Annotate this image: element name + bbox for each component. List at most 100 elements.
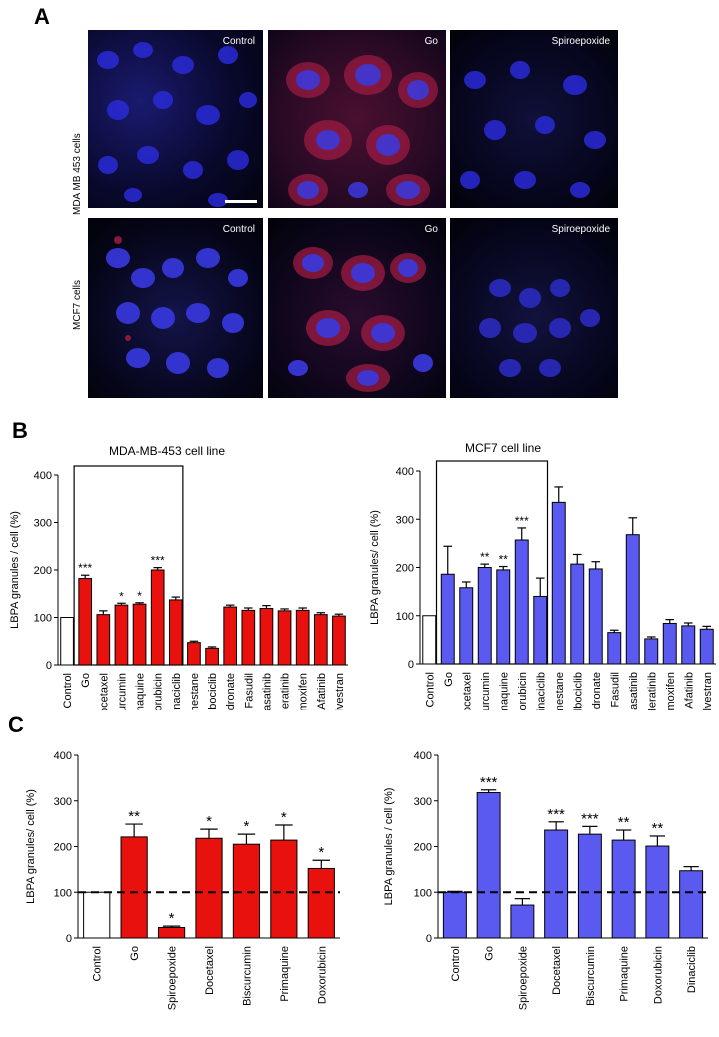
row-label-mcf7: MCF7 cells (72, 279, 83, 330)
significance-label: *** (151, 554, 165, 568)
micrograph-mda-control: Control (88, 30, 263, 208)
micrograph-mcf7-go: Go (268, 218, 446, 398)
x-tick-label: Biscurcumin (480, 672, 492, 710)
bar (644, 638, 659, 665)
micrograph-mcf7-control: Control (88, 218, 263, 398)
x-tick-label: Primaquine (498, 672, 510, 710)
significance-label: * (318, 844, 324, 861)
significance-label: * (281, 809, 287, 826)
significance-label: ** (480, 550, 490, 564)
x-tick-label: Doxorubicin (316, 946, 328, 1004)
x-tick-label: Spiroepoxide (167, 946, 179, 1010)
micrograph-label: Spiroepoxide (551, 224, 610, 235)
bar (114, 604, 129, 666)
bar (332, 615, 346, 666)
x-tick-label: Primaquine (279, 946, 291, 1002)
x-tick-label: Doxorubicin (517, 672, 529, 710)
x-tick-label: Go (484, 946, 496, 961)
bar (195, 837, 223, 939)
significance-label: *** (78, 561, 92, 575)
chart-title: MCF7 cell line (465, 441, 541, 455)
x-tick-label: Biscurcumin (116, 673, 128, 710)
significance-label: *** (581, 810, 599, 827)
y-tick-label: 100 (396, 611, 414, 623)
y-tick-label: 200 (414, 842, 432, 854)
micrograph-label: Go (424, 224, 438, 235)
bar (96, 614, 111, 666)
bar (514, 539, 529, 665)
x-tick-label: Neratinib (280, 673, 292, 710)
x-tick-label: Docetaxel (204, 946, 216, 995)
y-axis-label: LBPA granules / cell (%) (9, 511, 21, 629)
x-tick-label: Alendronate (225, 673, 237, 710)
x-tick-label: Exemestane (554, 672, 566, 710)
x-tick-label: Go (129, 946, 141, 961)
significance-label: ** (128, 808, 140, 825)
bar (270, 839, 298, 939)
significance-label: *** (515, 514, 529, 528)
x-tick-label: Neratinib (646, 672, 658, 710)
x-tick-label: Fasudil (243, 673, 255, 708)
x-tick-label: Fasudil (609, 672, 621, 707)
bar (570, 563, 585, 665)
bar (277, 610, 292, 666)
y-tick-label: 400 (34, 470, 52, 482)
chart-title: MDA-MB-453 cell line (109, 444, 225, 458)
x-tick-label: Dinaciclib (171, 673, 183, 710)
bar (459, 587, 474, 665)
chart-b-left: MDA-MB-453 cell line 0 100 200 300 400 LBPA gr… (9, 444, 348, 710)
chart-c-right: 0 100 200 300 400 LBPA granules / cell (%) Con… (383, 750, 708, 1010)
bar (232, 843, 261, 939)
bar (168, 599, 183, 666)
y-tick-label: 0 (408, 659, 414, 671)
x-tick-label: Docetaxel (98, 673, 110, 710)
x-tick-label: Palbociclib (572, 672, 584, 710)
micrograph-mda-control-cells (97, 42, 257, 207)
significance-label: ** (499, 553, 509, 567)
micrograph-label: Go (424, 36, 438, 47)
x-tick-label: Dinaciclib (686, 946, 698, 993)
micrograph-mda-spiroepoxide: Spiroepoxide (450, 30, 618, 208)
bar (477, 567, 492, 665)
y-tick-label: 400 (396, 466, 414, 478)
x-tick-label: Control (450, 946, 462, 981)
bar (588, 568, 603, 665)
bar (611, 839, 636, 939)
x-tick-label: Alendronate (591, 672, 603, 710)
bar (295, 609, 310, 666)
bar (476, 792, 501, 939)
bar (442, 891, 467, 939)
x-tick-label: Control (92, 946, 104, 981)
x-tick-label: Tamoxifen (665, 672, 677, 710)
x-tick-label: Primaquine (135, 673, 147, 710)
micrograph-mcf7-spiroepoxide: Spiroepoxide (450, 218, 618, 398)
x-tick-label: Control (62, 673, 74, 708)
y-axis-label: LBPA granules / cell (%) (383, 788, 395, 906)
bar (120, 836, 148, 939)
x-tick-label: Fulvestran (334, 673, 346, 710)
y-tick-label: 0 (46, 660, 52, 672)
micrograph-label: Spiroepoxide (551, 36, 610, 47)
micrograph-mda-spiroepoxide-cells (460, 61, 606, 198)
significance-label: * (244, 818, 250, 835)
significance-label: *** (547, 806, 565, 823)
bar (551, 501, 566, 665)
significance-label: * (206, 813, 212, 830)
highlight-box (435, 460, 549, 665)
y-tick-label: 300 (414, 796, 432, 808)
significance-label: * (169, 910, 175, 927)
x-tick-label: Dasatinib (261, 673, 273, 710)
micrograph-label: Control (222, 36, 255, 47)
y-tick-label: 100 (414, 887, 432, 899)
bar (496, 569, 511, 665)
micrograph-mcf7-spiroepoxide-cells (479, 279, 600, 377)
y-tick-label: 100 (34, 613, 52, 625)
highlight-box (73, 465, 184, 666)
y-tick-label: 200 (54, 842, 72, 854)
y-tick-label: 200 (396, 563, 414, 575)
x-tick-label: Spiroepoxide (517, 946, 529, 1010)
x-tick-label: Dasatinib (628, 672, 640, 710)
bar (307, 867, 335, 939)
bar (83, 891, 111, 939)
x-tick-label: Palbociclib (207, 673, 219, 710)
